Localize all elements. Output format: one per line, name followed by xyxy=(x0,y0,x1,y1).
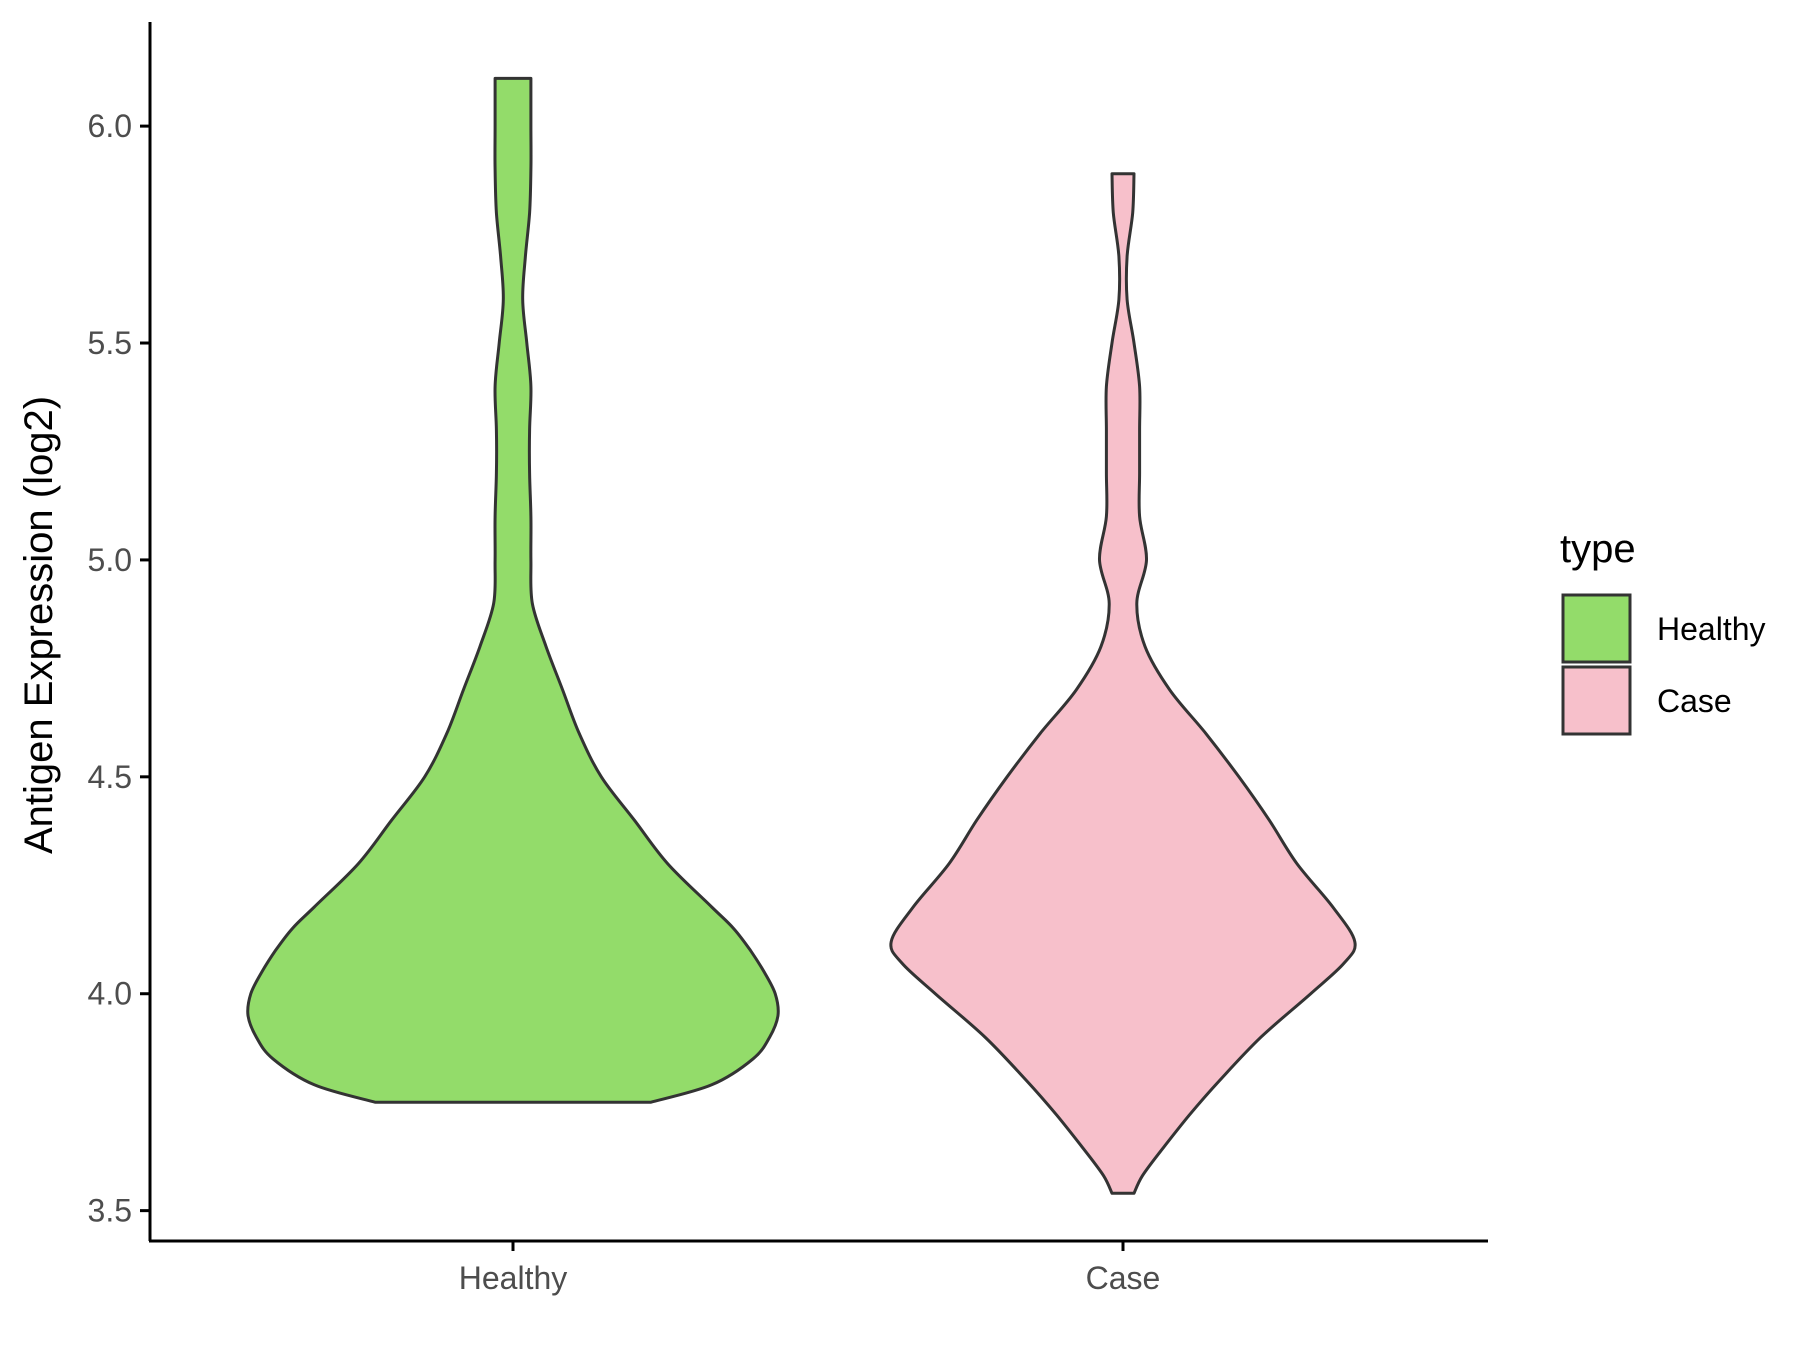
violin-case xyxy=(889,172,1357,1195)
legend: type Healthy Case xyxy=(1560,527,1766,736)
legend-key-case xyxy=(1561,665,1632,736)
y-tick-label: 5.5 xyxy=(88,325,132,361)
y-axis-title: Antigen Expression (log2) xyxy=(17,396,61,854)
legend-label-case: Case xyxy=(1657,683,1732,719)
y-tick-label: 5.0 xyxy=(88,542,132,578)
y-tick-label: 4.5 xyxy=(88,759,132,795)
legend-label-healthy: Healthy xyxy=(1657,611,1766,647)
y-tick-label: 4.0 xyxy=(88,976,132,1012)
violins xyxy=(246,76,1357,1195)
x-axis-ticks: Healthy Case xyxy=(459,1241,1161,1296)
violin-healthy xyxy=(246,76,780,1104)
y-axis-ticks: 3.5 4.0 4.5 5.0 5.5 6.0 xyxy=(88,108,150,1229)
x-tick-label: Case xyxy=(1086,1260,1161,1296)
x-tick-label: Healthy xyxy=(459,1260,568,1296)
y-tick-label: 6.0 xyxy=(88,108,132,144)
legend-title: type xyxy=(1560,527,1636,571)
y-tick-label: 3.5 xyxy=(88,1193,132,1229)
legend-key-healthy xyxy=(1561,593,1632,664)
